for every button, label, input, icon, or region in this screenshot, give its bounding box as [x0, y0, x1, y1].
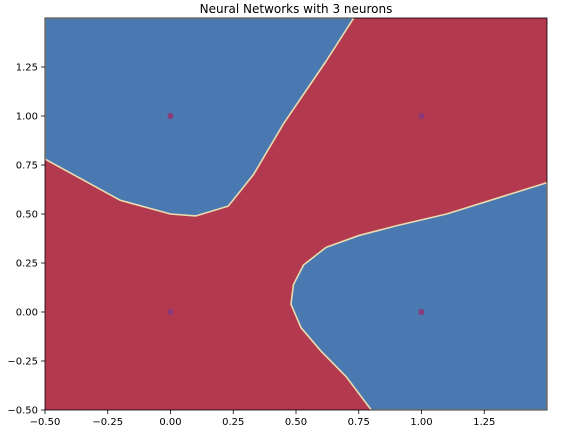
x-tick-label-8: 1.25: [473, 417, 495, 428]
x-tick-label-7: 1.00: [410, 417, 432, 428]
y-tick-label-6: 0.75: [16, 161, 38, 172]
x-tick-label-2: −0.25: [92, 417, 123, 428]
x-tick-label-3: 0.00: [159, 417, 181, 428]
y-tick-label-5: 0.50: [16, 210, 38, 221]
y-tick-label-2: −0.25: [7, 357, 38, 368]
chart-title: Neural Networks with 3 neurons: [200, 2, 393, 16]
y-tick-label-3: 0.00: [16, 308, 38, 319]
plot-area: [45, 18, 547, 410]
x-tick-label-6: 0.75: [348, 417, 370, 428]
x-tick-label-4: 0.25: [222, 417, 244, 428]
x-tick-label-5: 0.50: [285, 417, 307, 428]
data-point-2: [418, 113, 425, 119]
decision-region-2: [290, 181, 547, 410]
axes: −0.50 −0.25 0.00 0.25 0.50 0.75 1.00 1.25 −0.50 −…: [7, 17, 548, 428]
x-tick-label-1: −0.50: [30, 417, 61, 428]
data-point-3: [167, 309, 174, 315]
y-tick-label-8: 1.25: [16, 63, 38, 74]
y-tick-label-7: 1.00: [16, 112, 38, 123]
data-point-1: [167, 113, 174, 119]
y-tick-label-1: −0.50: [7, 406, 38, 417]
decision-region-1: [45, 18, 355, 217]
y-tick-label-4: 0.25: [16, 259, 38, 270]
data-point-4: [418, 309, 425, 315]
